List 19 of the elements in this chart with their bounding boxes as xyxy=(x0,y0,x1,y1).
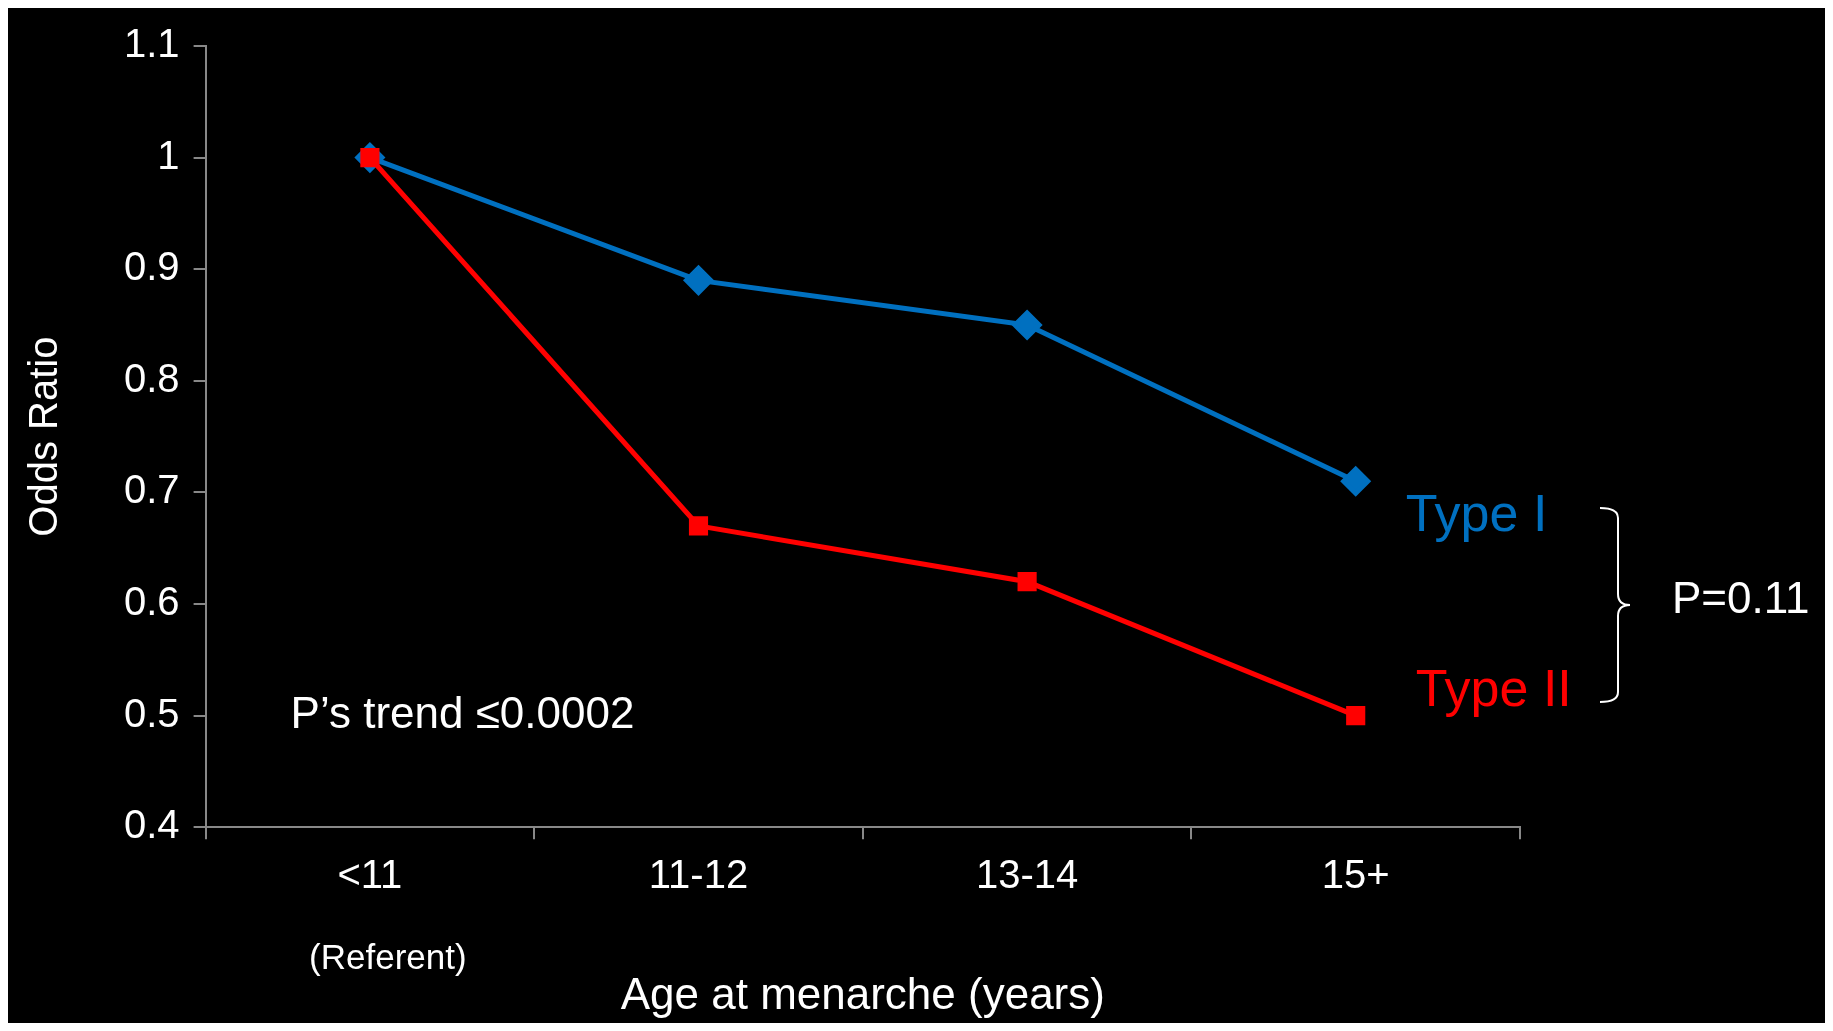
y-tick-label: 0.6 xyxy=(124,579,180,624)
x-tick-label: 13-14 xyxy=(975,852,1079,897)
text: (Referent) xyxy=(309,936,467,976)
x-tick-label: <11 xyxy=(337,852,403,897)
y-tick-label: 0.4 xyxy=(124,802,180,847)
annotation: P’s trend ≤0.0002 xyxy=(290,687,635,737)
y-tick-label: 1 xyxy=(157,132,180,177)
y-tick-label: 0.5 xyxy=(124,690,180,735)
series-label: Type II xyxy=(1415,658,1572,717)
x-tick-label: 15+ xyxy=(1321,852,1390,897)
y-tick-label: 0.7 xyxy=(124,467,180,512)
series-label: Type I xyxy=(1405,483,1548,542)
y-axis-title: Odds Ratio xyxy=(21,336,66,537)
y-tick-label: 0.8 xyxy=(124,355,180,400)
x-axis-title: Age at menarche (years) xyxy=(620,968,1105,1018)
y-tick-label: 0.9 xyxy=(124,244,180,289)
y-tick-label: 1.1 xyxy=(124,21,180,66)
text: P=0.11 xyxy=(1672,573,1810,623)
x-tick-label: 11-12 xyxy=(648,852,749,897)
